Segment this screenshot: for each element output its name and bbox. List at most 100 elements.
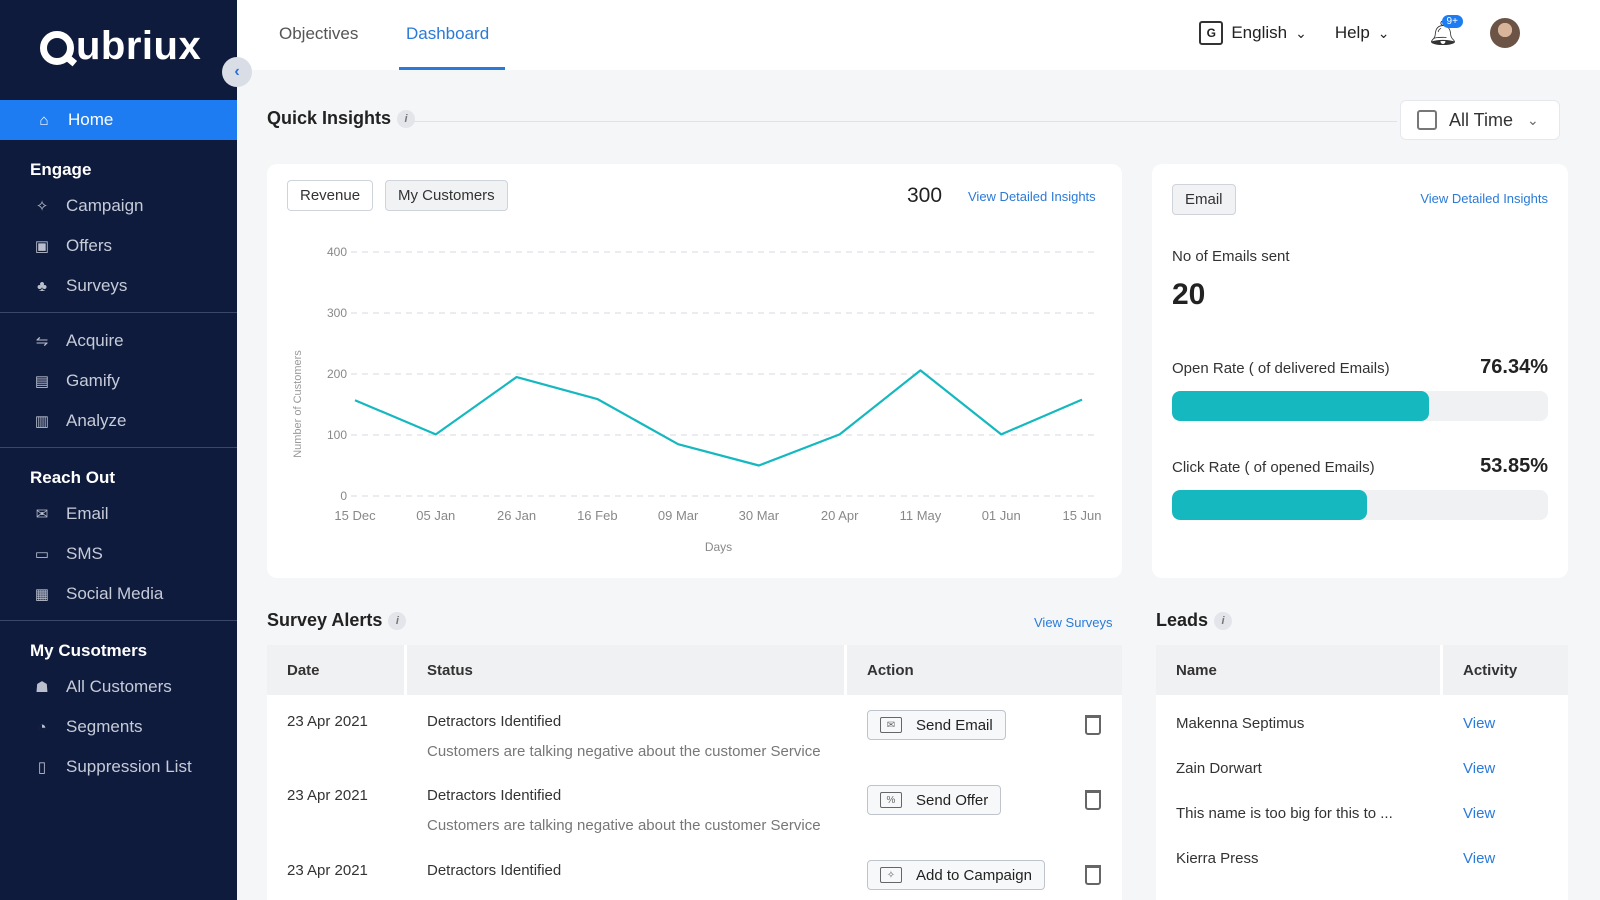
send-email-button[interactable]: ✉ Send Email <box>867 710 1006 740</box>
app-logo[interactable]: ubriux <box>0 0 237 92</box>
info-icon[interactable]: i <box>1214 612 1233 631</box>
info-icon[interactable]: i <box>397 110 416 129</box>
sidebar-item-label: SMS <box>66 544 103 563</box>
sidebar-item-email[interactable]: ✉ Email <box>0 494 237 534</box>
game-icon: ▤ <box>34 373 50 390</box>
alert-date: 23 Apr 2021 <box>287 787 368 804</box>
view-surveys-link[interactable]: View Surveys <box>1034 615 1113 630</box>
sidebar: ubriux ⌂ Home Engage ✧ Campaign ▣ Offers ♣… <box>0 0 237 900</box>
action-label: Send Email <box>916 716 993 734</box>
x-tick-label: 05 Jan <box>416 508 455 523</box>
customers-line-chart: 0 100 200 300 400 15 Dec 05 Jan 26 Jan 16 Feb 09 … <box>292 245 1102 554</box>
lead-name: Makenna Septimus <box>1176 715 1305 732</box>
envelope-icon: ✉ <box>35 506 49 523</box>
tab-dashboard[interactable]: Dashboard <box>406 24 490 43</box>
alert-status: Detractors Identified <box>427 787 562 804</box>
sidebar-item-social-media[interactable]: ▦ Social Media <box>0 574 237 614</box>
sidebar-item-segments[interactable]: ◔ Segments <box>0 707 237 747</box>
document-icon: ▯ <box>37 759 47 776</box>
lead-view-link[interactable]: View <box>1463 850 1496 867</box>
sidebar-item-label: Social Media <box>66 584 164 603</box>
sidebar-item-label: Suppression List <box>66 757 192 776</box>
send-offer-button[interactable]: % Send Offer <box>867 785 1002 815</box>
sidebar-item-home[interactable]: ⌂ Home <box>0 100 237 140</box>
y-tick-label: 300 <box>327 306 347 320</box>
sidebar-item-label: Email <box>66 504 109 523</box>
y-axis-label: Number of Customers <box>292 350 304 458</box>
click-rate-label: Click Rate ( of opened Emails) <box>1172 459 1375 476</box>
logo-q-mark <box>40 31 74 65</box>
y-tick-label: 0 <box>340 489 347 503</box>
trash-icon[interactable] <box>1085 865 1101 885</box>
chevron-down-icon: ⌄ <box>1377 24 1390 41</box>
sidebar-item-campaign[interactable]: ✧ Campaign <box>0 186 237 226</box>
my-customers-tab-button[interactable]: My Customers <box>385 180 508 211</box>
lead-name: Kierra Press <box>1176 850 1259 867</box>
chevron-down-icon: ⌄ <box>1295 24 1307 41</box>
revenue-tab-button[interactable]: Revenue <box>287 180 374 211</box>
alert-detail: Customers are talking negative about the… <box>427 743 821 760</box>
lead-view-link[interactable]: View <box>1463 760 1496 777</box>
megaphone-icon: ✧ <box>35 198 49 215</box>
open-rate-bar <box>1172 391 1548 421</box>
sidebar-item-offers[interactable]: ▣ Offers <box>0 226 237 266</box>
help-menu[interactable]: Help ⌄ <box>1335 23 1390 43</box>
chevron-down-icon: ⌄ <box>1527 111 1539 128</box>
view-detailed-insights-link[interactable]: View Detailed Insights <box>968 189 1096 204</box>
y-tick-label: 400 <box>327 245 347 259</box>
action-label: Send Offer <box>916 791 989 809</box>
envelope-icon: ✉ <box>880 717 902 733</box>
sidebar-divider <box>0 620 237 621</box>
click-rate-bar-fill <box>1172 490 1367 520</box>
sidebar-item-sms[interactable]: ▭ SMS <box>0 534 237 574</box>
time-filter-dropdown[interactable]: All Time ⌄ <box>1400 100 1560 140</box>
alert-status: Detractors Identified <box>427 713 562 730</box>
info-icon[interactable]: i <box>388 612 407 631</box>
sidebar-item-suppression-list[interactable]: ▯ Suppression List <box>0 747 237 787</box>
sidebar-item-gamify[interactable]: ▤ Gamify <box>0 361 237 401</box>
megaphone-icon: ✧ <box>880 867 902 883</box>
alert-date: 23 Apr 2021 <box>287 862 368 879</box>
survey-alerts-table: Date Status Action 23 Apr 2021 Detractor… <box>267 645 1122 900</box>
sidebar-item-acquire[interactable]: ⇋ Acquire <box>0 321 237 361</box>
section-divider <box>412 121 1397 122</box>
user-avatar[interactable] <box>1490 18 1520 48</box>
trash-icon[interactable] <box>1085 790 1101 810</box>
sidebar-divider <box>0 447 237 448</box>
lead-view-link[interactable]: View <box>1463 805 1496 822</box>
sidebar-item-surveys[interactable]: ♣ Surveys <box>0 266 237 306</box>
emails-sent-label: No of Emails sent <box>1172 248 1290 265</box>
time-filter-value: All Time <box>1449 109 1514 130</box>
sidebar-item-all-customers[interactable]: ☗ All Customers <box>0 667 237 707</box>
logo-text: ubriux <box>76 23 202 68</box>
x-tick-label: 15 Jun <box>1062 508 1101 523</box>
email-tab-button[interactable]: Email <box>1172 184 1236 215</box>
column-header-activity: Activity <box>1443 645 1568 695</box>
language-selector[interactable]: G English ⌄ <box>1199 21 1307 45</box>
sidebar-item-label: Offers <box>66 236 112 255</box>
leads-table: Name Activity Makenna Septimus View Zain… <box>1156 645 1568 900</box>
tab-objectives[interactable]: Objectives <box>279 24 359 43</box>
open-rate-value: 76.34% <box>1480 356 1548 378</box>
sidebar-item-label: Segments <box>66 717 143 736</box>
sidebar-item-analyze[interactable]: ▥ Analyze <box>0 401 237 441</box>
sms-icon: ▭ <box>34 546 50 563</box>
view-detailed-insights-link[interactable]: View Detailed Insights <box>1420 191 1548 206</box>
language-label: English <box>1231 23 1288 42</box>
notifications-button[interactable]: 🔔︎ 9+ <box>1428 14 1463 48</box>
alert-status: Detractors Identified <box>427 862 562 879</box>
email-stats-card: Email View Detailed Insights No of Email… <box>1152 164 1568 578</box>
lead-view-link[interactable]: View <box>1463 715 1496 732</box>
add-to-campaign-button[interactable]: ✧ Add to Campaign <box>867 860 1045 890</box>
social-icon: ▦ <box>34 586 50 603</box>
sidebar-item-label: Home <box>68 110 114 129</box>
users-icon: ☗ <box>35 679 49 696</box>
offer-icon: % <box>880 792 902 808</box>
y-tick-label: 200 <box>327 367 347 381</box>
handshake-icon: ⇋ <box>35 333 49 350</box>
sidebar-item-label: Gamify <box>66 371 120 390</box>
active-tab-indicator <box>399 67 505 70</box>
notification-badge: 9+ <box>1441 14 1463 28</box>
sidebar-collapse-button[interactable]: ‹ <box>222 57 252 87</box>
trash-icon[interactable] <box>1085 715 1101 735</box>
